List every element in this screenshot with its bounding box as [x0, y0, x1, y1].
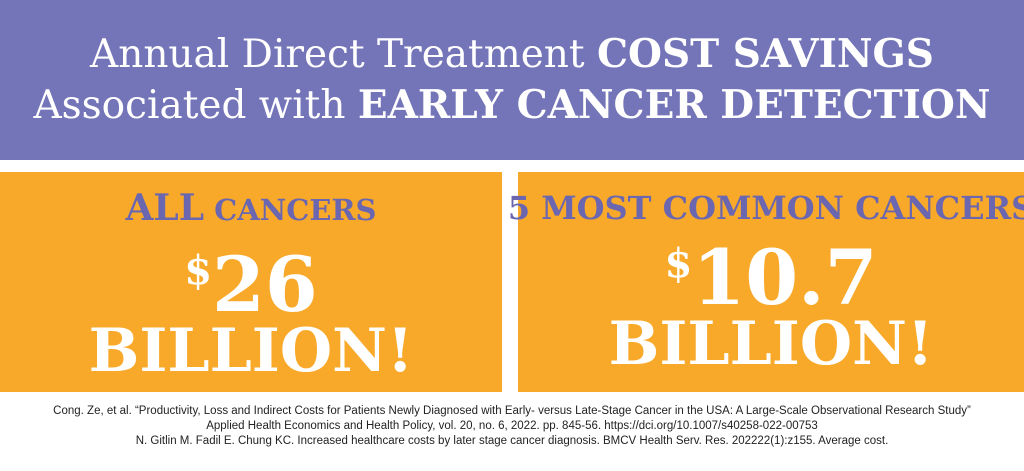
all-cancers-title-big: ALL: [125, 187, 205, 229]
header-line-2-normal: Associated with: [33, 83, 358, 128]
all-cancers-title: ALL CANCERS: [126, 188, 377, 235]
reference-line: Applied Health Economics and Health Poli…: [206, 420, 818, 432]
references: Cong. Ze, et al. “Productivity, Loss and…: [0, 404, 1024, 449]
header-line-2-bold: EARLY CANCER DETECTION: [357, 82, 991, 128]
common-cancers-unit: BILLION!: [608, 309, 934, 379]
header-line-1: Annual Direct Treatment COST SAVINGS: [90, 29, 934, 80]
common-cancers-amount: $10.7: [665, 240, 878, 316]
all-cancers-panel: ALL CANCERS $26 BILLION!: [0, 172, 502, 392]
header-banner: Annual Direct Treatment COST SAVINGS Ass…: [0, 0, 1024, 160]
reference-line: Cong. Ze, et al. “Productivity, Loss and…: [53, 405, 971, 417]
common-cancers-title: 5 MOST COMMON CANCERS: [507, 189, 1024, 227]
common-cancers-panel: 5 MOST COMMON CANCERS $10.7 BILLION!: [508, 172, 1024, 392]
dollar-sign: $: [664, 240, 693, 287]
all-cancers-unit: BILLION!: [88, 316, 414, 386]
dollar-sign: $: [184, 247, 213, 294]
common-cancers-amount-value: 10.7: [692, 233, 878, 322]
all-cancers-title-small: CANCERS: [204, 193, 377, 227]
reference-line: N. Gitlin M. Fadil E. Chung KC. Increase…: [135, 435, 889, 447]
all-cancers-amount-value: 26: [212, 240, 318, 329]
header-line-1-normal: Annual Direct Treatment: [90, 32, 597, 77]
header-line-2: Associated with EARLY CANCER DETECTION: [33, 80, 990, 131]
header-line-1-bold: COST SAVINGS: [596, 31, 934, 77]
all-cancers-amount: $26: [184, 247, 318, 323]
